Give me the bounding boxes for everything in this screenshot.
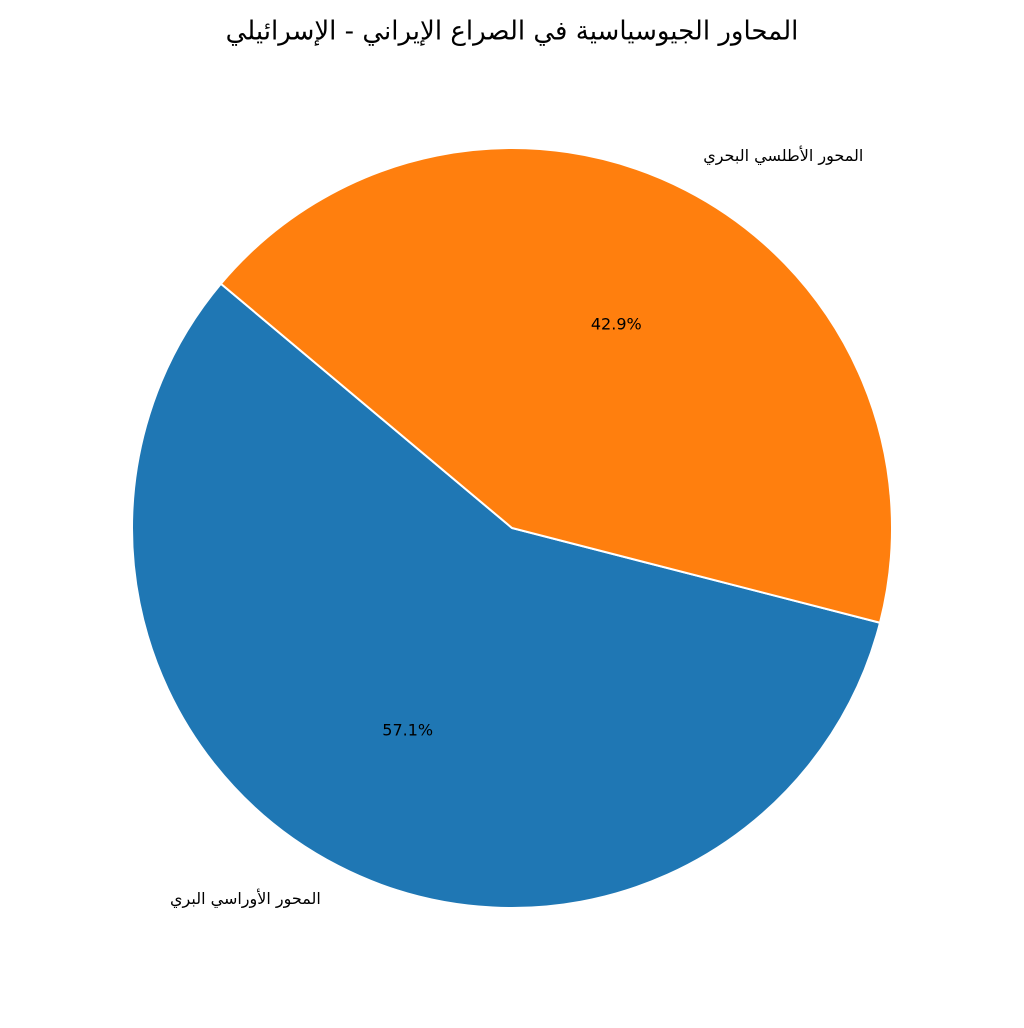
slice-label: المحور الأطلسي البحري bbox=[703, 145, 863, 166]
pie-slice bbox=[219, 147, 894, 624]
chart-title: المحاور الجيوسياسية في الصراع الإيراني -… bbox=[226, 17, 799, 47]
value-label: 42.9% bbox=[591, 315, 642, 334]
value-label: 57.1% bbox=[382, 720, 433, 739]
slice-label: المحور الأوراسي البري bbox=[170, 888, 321, 909]
pie-slice bbox=[131, 282, 882, 909]
